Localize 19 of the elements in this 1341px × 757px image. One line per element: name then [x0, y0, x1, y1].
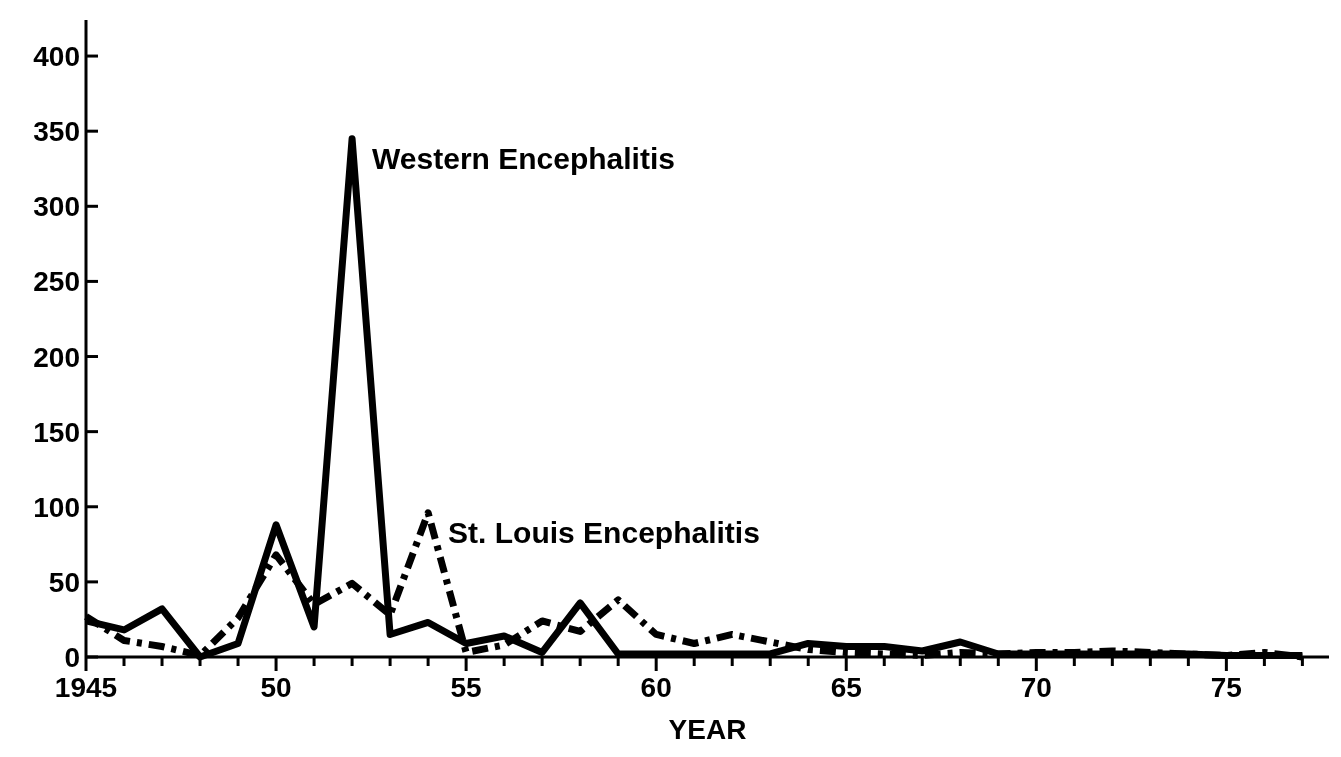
x-tick-label: 65: [830, 672, 862, 703]
y-tick-label: 50: [48, 566, 80, 598]
x-tick-label: 60: [640, 672, 672, 703]
x-tick-label: 70: [1020, 672, 1052, 703]
y-tick-label: 150: [33, 416, 80, 448]
x-tick-label: 50: [260, 672, 292, 703]
y-tick-label: 350: [33, 116, 80, 148]
x-axis-title: YEAR: [668, 714, 747, 745]
series-label: St. Louis Encephalitis: [448, 515, 760, 549]
y-tick-label: 300: [33, 191, 80, 223]
y-tick-label: 400: [33, 41, 80, 73]
x-tick-label: 75: [1210, 672, 1242, 703]
y-tick-label: 250: [33, 266, 80, 298]
y-tick-label: 0: [64, 642, 80, 673]
series-label: Western Encephalitis: [372, 141, 675, 175]
x-tick-label: 55: [450, 672, 482, 703]
y-tick-label: 100: [33, 491, 80, 523]
x-tick-label: 1945: [54, 672, 118, 703]
y-tick-label: 200: [33, 341, 80, 373]
